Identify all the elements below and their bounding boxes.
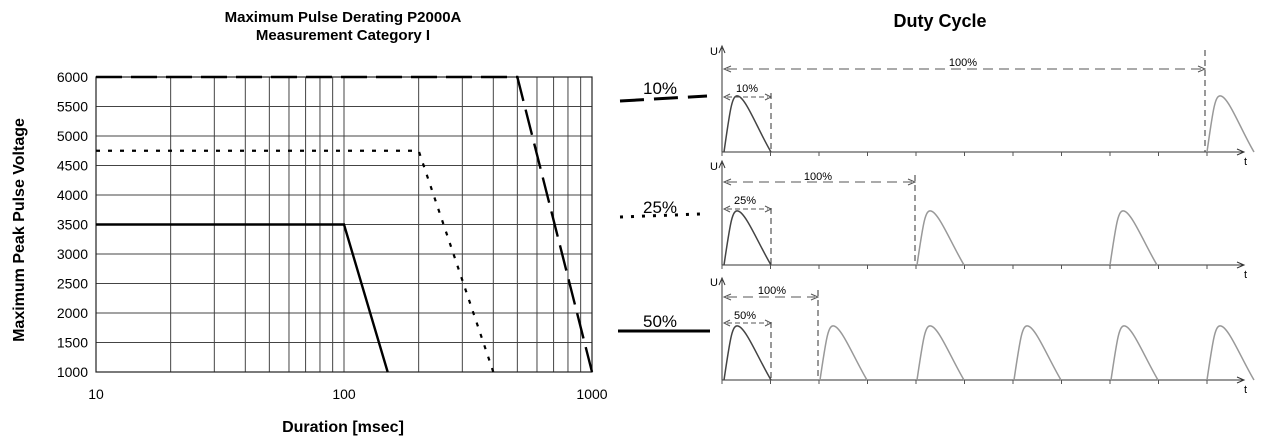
t-arrow bbox=[1236, 376, 1246, 384]
t-axis-ticks bbox=[721, 152, 1208, 384]
t-arrow bbox=[1236, 148, 1246, 156]
legend-label-25: 25% bbox=[643, 198, 677, 217]
arrowhead bbox=[810, 293, 820, 301]
arrowhead bbox=[907, 178, 917, 186]
y-tick-label: 3500 bbox=[57, 217, 88, 233]
arrowhead bbox=[722, 178, 732, 186]
y-tick-label: 5500 bbox=[57, 99, 88, 115]
arrowhead bbox=[764, 205, 773, 213]
pulse bbox=[1206, 95, 1255, 153]
chart-series bbox=[96, 75, 594, 373]
y-tick-label: 5000 bbox=[57, 128, 88, 144]
pulse bbox=[723, 210, 772, 266]
chart-subtitle: Measurement Category I bbox=[256, 27, 430, 44]
y-tick-label: 2500 bbox=[57, 276, 88, 292]
arrowhead bbox=[722, 93, 731, 101]
x-tick-label: 100 bbox=[332, 386, 356, 402]
legend-label-10: 10% bbox=[643, 79, 677, 98]
arrowhead bbox=[1197, 65, 1207, 73]
arrowhead bbox=[722, 293, 732, 301]
u-label: U bbox=[710, 46, 718, 58]
u-arrow bbox=[718, 159, 726, 169]
arrowhead bbox=[764, 319, 773, 327]
y-tick-label: 2000 bbox=[57, 305, 88, 321]
x-tick-label: 10 bbox=[88, 386, 104, 402]
arrowhead bbox=[764, 93, 773, 101]
derating-chart: Maximum Pulse Derating P2000A Measuremen… bbox=[11, 9, 608, 436]
period-label: 100% bbox=[949, 57, 977, 69]
series-line-50 bbox=[96, 223, 389, 373]
legend-label-50: 50% bbox=[643, 312, 677, 331]
arrowhead bbox=[722, 65, 732, 73]
y-tick-label: 1500 bbox=[57, 335, 88, 351]
t-label: t bbox=[1244, 156, 1247, 168]
x-axis-title: Duration [msec] bbox=[282, 419, 404, 436]
y-tick-label: 1000 bbox=[57, 364, 88, 380]
pulse bbox=[1110, 325, 1159, 381]
series-line-10 bbox=[96, 75, 594, 373]
t-label: t bbox=[1244, 384, 1247, 396]
u-label: U bbox=[710, 161, 718, 173]
duty-label: 10% bbox=[736, 83, 758, 95]
duty-cycle-title: Duty Cycle bbox=[893, 11, 986, 31]
pulse bbox=[723, 95, 772, 153]
y-tick-label: 4500 bbox=[57, 158, 88, 174]
t-arrow bbox=[1236, 261, 1246, 269]
series-line-25 bbox=[96, 149, 495, 373]
x-tick-labels: 10 100 1000 bbox=[88, 386, 608, 402]
u-arrow bbox=[718, 44, 726, 54]
arrowhead bbox=[722, 205, 731, 213]
duty-label: 50% bbox=[734, 310, 756, 322]
legend-line-25 bbox=[619, 212, 701, 219]
duty-cycle-diagram: Duty Cycle 10% 25% 50% U t 100% bbox=[618, 11, 1255, 396]
y-tick-label: 3000 bbox=[57, 246, 88, 262]
t-label: t bbox=[1244, 269, 1247, 281]
y-axis-title: Maximum Peak Pulse Voltage bbox=[11, 118, 28, 342]
duty-panel-50: U t 100% 50% bbox=[710, 276, 1255, 396]
y-tick-label: 4000 bbox=[57, 187, 88, 203]
pulse bbox=[1109, 210, 1158, 266]
legend-line-10 bbox=[619, 94, 708, 103]
arrowhead bbox=[722, 319, 731, 327]
chart-title: Maximum Pulse Derating P2000A bbox=[225, 9, 462, 26]
pulse bbox=[819, 325, 868, 381]
x-tick-label: 1000 bbox=[576, 386, 607, 402]
period-label: 100% bbox=[758, 285, 786, 297]
u-arrow bbox=[718, 276, 726, 286]
duty-panel-10: U t 100% 10% bbox=[710, 44, 1255, 168]
pulse bbox=[916, 210, 965, 266]
period-label: 100% bbox=[804, 171, 832, 183]
duty-panel-25: U t 100% 25% bbox=[710, 159, 1247, 281]
pulse bbox=[916, 325, 965, 381]
y-tick-label: 6000 bbox=[57, 69, 88, 85]
u-label: U bbox=[710, 277, 718, 289]
duty-label: 25% bbox=[734, 195, 756, 207]
pulse bbox=[723, 325, 772, 381]
y-tick-labels: 6000 5500 5000 4500 4000 3500 3000 2500 2000 1500… bbox=[57, 69, 88, 380]
pulse bbox=[1013, 325, 1062, 381]
pulse bbox=[1206, 325, 1255, 381]
